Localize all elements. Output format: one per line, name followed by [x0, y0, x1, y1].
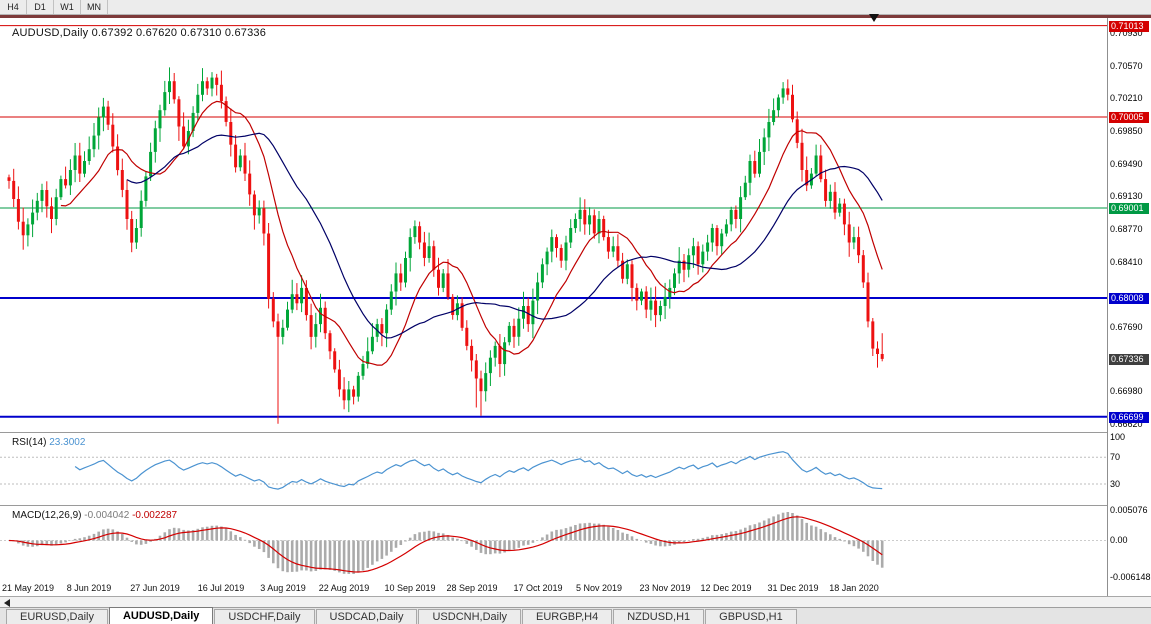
axis-tick-label: 0.70930	[1110, 28, 1143, 38]
rsi-panel-separator[interactable]	[0, 432, 1151, 434]
axis-tick-label: 0.67690	[1110, 322, 1143, 332]
date-tick-label: 8 Jun 2019	[66, 583, 112, 593]
date-tick-label: 16 Jul 2019	[197, 583, 245, 593]
axis-tick-label: 70	[1110, 452, 1121, 462]
chart-tabs-bar: EURUSD,Daily AUDUSD,Daily USDCHF,Daily USDC…	[0, 607, 1151, 624]
rsi-label-value: 23.3002	[49, 437, 86, 448]
price-line-label: 0.69001	[1109, 203, 1149, 214]
candles-svg	[0, 25, 1107, 424]
axis-tick-label: 0.68770	[1110, 224, 1143, 234]
date-tick-label: 31 Dec 2019	[767, 583, 819, 593]
date-tick-label: 3 Aug 2019	[260, 583, 306, 593]
chart-tab-nzdusd-h1[interactable]: NZDUSD,H1	[613, 609, 705, 624]
date-tick-label: 22 Aug 2019	[318, 583, 370, 593]
macd-label-name: MACD(12,26,9)	[12, 510, 82, 521]
rsi-label-name: RSI(14)	[12, 437, 47, 448]
price-line-label: 0.67336	[1109, 354, 1149, 365]
macd-svg	[0, 512, 1107, 574]
axis-tick-label: 0.66620	[1110, 419, 1143, 429]
macd-label-signal-value: -0.002287	[132, 510, 178, 521]
date-tick-label: 28 Sep 2019	[446, 583, 498, 593]
axis-tick-label: 0.66980	[1110, 386, 1143, 396]
date-tick-label: 10 Sep 2019	[384, 583, 436, 593]
date-tick-label: 5 Nov 2019	[575, 583, 623, 593]
period-button-w1[interactable]: W1	[54, 0, 81, 14]
macd-plot[interactable]	[0, 507, 1107, 579]
axis-tick-label: 0.69130	[1110, 191, 1143, 201]
rsi-indicator-label: RSI(14) 23.3002	[12, 437, 85, 448]
axis-tick-label: 0.68410	[1110, 257, 1143, 267]
axis-tick-label: -0.006148	[1110, 572, 1151, 582]
chart-tab-usdcnh-daily[interactable]: USDCNH,Daily	[418, 609, 522, 624]
date-tick-label: 18 Jan 2020	[829, 583, 879, 593]
axis-tick-label: 0.70570	[1110, 61, 1143, 71]
chart-tab-usdcad-daily[interactable]: USDCAD,Daily	[315, 609, 418, 624]
price-line-label: 0.71013	[1109, 21, 1149, 32]
period-toolbar: H4 D1 W1 MN	[0, 0, 1151, 15]
axis-tick-label: 30	[1110, 479, 1121, 489]
macd-label-main-value: -0.004042	[84, 510, 130, 521]
period-button-mn[interactable]: MN	[81, 0, 108, 14]
rsi-svg	[0, 451, 1107, 490]
chart-tab-usdchf-daily[interactable]: USDCHF,Daily	[214, 609, 315, 624]
period-button-d1[interactable]: D1	[27, 0, 54, 14]
chart-tab-eurusd-daily[interactable]: EURUSD,Daily	[6, 609, 108, 624]
chart-tab-gbpusd-h1[interactable]: GBPUSD,H1	[705, 609, 797, 624]
axis-tick-label: 0.69490	[1110, 159, 1143, 169]
date-tick-label: 21 May 2019	[1, 583, 55, 593]
axis-tick-label: 0.70210	[1110, 93, 1143, 103]
scroll-left-icon[interactable]	[4, 599, 10, 607]
candlestick-plot[interactable]	[0, 18, 1107, 432]
price-line-label: 0.70005	[1109, 112, 1149, 123]
macd-panel-separator[interactable]	[0, 505, 1151, 507]
scroll-to-end-marker-icon	[869, 14, 879, 22]
price-line-label: 0.68008	[1109, 293, 1149, 304]
chart-tab-audusd-daily[interactable]: AUDUSD,Daily	[108, 607, 214, 624]
date-tick-label: 23 Nov 2019	[639, 583, 691, 593]
date-tick-label: 27 Jun 2019	[130, 583, 180, 593]
date-tick-label: 12 Dec 2019	[700, 583, 752, 593]
price-line-label: 0.66699	[1109, 412, 1149, 423]
period-button-h4[interactable]: H4	[0, 0, 27, 14]
rsi-plot[interactable]	[0, 434, 1107, 504]
axis-tick-label: 100	[1110, 432, 1126, 442]
date-tick-label: 17 Oct 2019	[513, 583, 563, 593]
chart-window-top-border	[0, 15, 1151, 18]
macd-indicator-label: MACD(12,26,9) -0.004042 -0.002287	[12, 510, 177, 521]
axis-tick-label: 0.69850	[1110, 126, 1143, 136]
chart-tab-eurgbp-h4[interactable]: EURGBP,H4	[522, 609, 613, 624]
chart-horizontal-scrollbar[interactable]	[0, 596, 1151, 607]
chart-title: AUDUSD,Daily 0.67392 0.67620 0.67310 0.6…	[12, 27, 267, 39]
axis-tick-label: 0.005076	[1110, 505, 1148, 515]
time-axis[interactable]: 21 May 2019 8 Jun 2019 27 Jun 2019 16 Jul 2…	[0, 580, 1151, 596]
price-axis[interactable]: 0.70930 0.70570 0.70210 0.69850 0.69490 0.691…	[1107, 18, 1151, 596]
axis-tick-label: 0.00	[1110, 535, 1128, 545]
